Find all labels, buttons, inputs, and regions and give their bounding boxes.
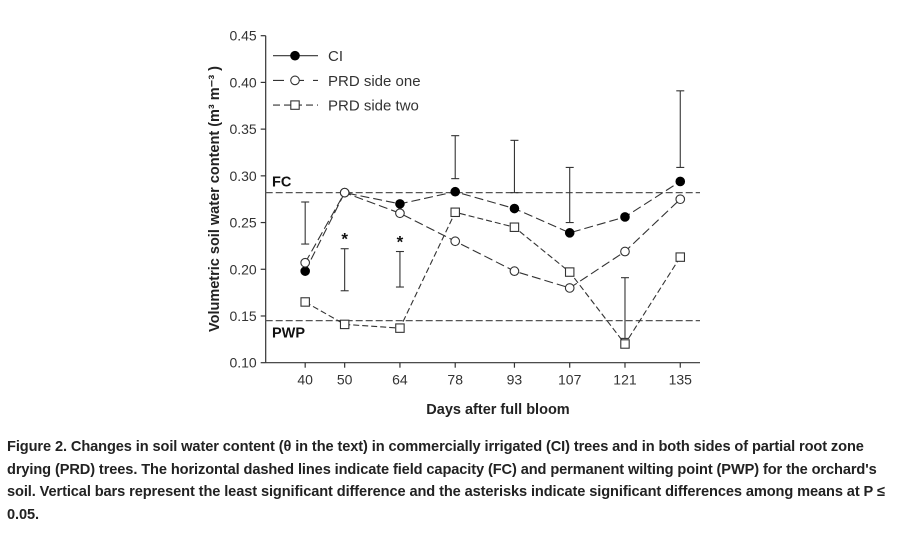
data-point-open-square [564,267,575,277]
y-tick-label: 0.10 [229,355,256,371]
y-tick-label: 0.30 [229,168,256,184]
reference-label-fc: FC [272,175,292,191]
data-point-filled-circle [450,186,461,197]
y-axis-title: Volumetric soil water content (m³ m⁻³ ) [207,66,223,332]
legend-label: PRD side one [328,73,421,90]
x-tick-label: 40 [297,372,313,388]
data-point-open-circle [450,236,461,247]
x-tick-label: 135 [669,372,693,388]
x-tick-label: 107 [558,372,582,388]
data-point-open-square [300,297,310,307]
data-point-open-square [339,319,350,330]
soil-water-chart: 0.10 0.15 0.20 0.25 0.30 0.35 0.40 0.45 40 50 64 78… [207,28,700,418]
data-point-filled-circle [620,212,630,222]
legend-label: PRD side two [328,98,419,115]
data-point-open-square [509,222,520,232]
series-line-2 [304,211,681,345]
series-line-1 [304,191,681,289]
x-tick-label: 50 [337,372,353,388]
data-point-open-circle [620,246,630,257]
data-point-filled-circle [675,176,686,187]
data-point-filled-circle [395,199,405,209]
x-tick-label: 93 [507,372,523,388]
data-point-open-circle [675,194,686,205]
series-line-0 [304,180,681,272]
data-point-open-circle [509,266,520,276]
legend-marker [290,100,300,110]
data-point-open-circle [395,208,405,219]
x-tick-label: 121 [613,372,637,388]
data-point-open-circle [300,257,311,268]
figure-caption: Figure 2. Changes in soil water content … [7,439,885,523]
significance-asterisk: * [397,233,404,252]
reference-label-pwp: PWP [272,326,305,342]
legend-marker [290,50,300,61]
y-tick-label: 0.20 [229,261,256,277]
significance-asterisk: * [341,230,348,249]
data-point-open-square [675,252,686,262]
data-point-filled-circle [564,228,575,238]
y-tick-label: 0.40 [229,74,256,90]
data-point-open-square [395,323,405,333]
data-point-open-square [450,207,460,218]
data-point-open-circle [564,283,575,293]
data-point-open-square [620,339,630,349]
y-tick-label: 0.25 [229,215,256,231]
x-tick-label: 64 [392,372,408,388]
y-tick-label: 0.45 [229,28,256,44]
data-point-filled-circle [509,203,520,214]
legend-marker [290,75,300,86]
legend-label: CI [328,48,343,65]
x-tick-label: 78 [447,372,463,388]
y-tick-label: 0.35 [229,121,256,137]
y-tick-label: 0.15 [229,308,256,324]
data-point-open-circle [339,187,350,198]
data-point-filled-circle [300,266,310,276]
x-axis-title: Days after full bloom [426,402,569,418]
